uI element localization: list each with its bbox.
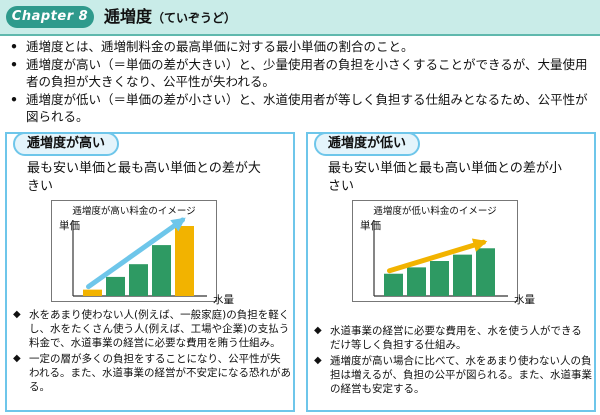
trend-arrow-line <box>387 239 486 274</box>
chart-title: 逓増度が高い料金のイメージ <box>72 206 196 217</box>
summary-bullets: • 逓増度とは、逓増制料金の最高単価に対する最小単価の割合のこと。 • 逓増度が高い… <box>6 38 594 126</box>
chart-bar <box>384 273 403 296</box>
trend-arrow-line <box>86 217 185 290</box>
note-item: ◆ 水道事業の経営に必要な費用を、水を使う人ができるだけ等しく負担する仕組み。 <box>314 325 582 351</box>
chart-bar <box>175 226 194 296</box>
chart-low <box>373 220 508 297</box>
note-item: ◆ 水をあまり使わない人(例えば、一般家庭)の負担を軽くし、水をたくさん使う人(例… <box>13 309 290 349</box>
summary-bullet: • 逓増度とは、逓増制料金の最高単価に対する最小単価の割合のこと。 <box>10 39 414 54</box>
bullet-marker: • <box>10 39 18 54</box>
chart-bar <box>407 267 426 296</box>
y-axis-label: 単価 <box>360 220 381 232</box>
diamond-bullet-icon: ◆ <box>314 325 322 336</box>
bullet-marker: • <box>10 92 18 107</box>
x-axis-label: 水量 <box>213 294 234 306</box>
summary-bullet: • 逓増度が高い（＝単価の差が大きい）と、少量使用者の負担を小さくすることができる… <box>10 57 588 89</box>
bullet-marker: • <box>10 57 18 72</box>
trend-arrow-head <box>471 238 488 252</box>
notes-high: ◆ 水をあまり使わない人(例えば、一般家庭)の負担を軽くし、水をたくさん使う人(例… <box>13 308 291 396</box>
panel-low: 逓増度が低い 最も安い単価と最も高い単価との差が小さい 逓増度が低い料金のイメー… <box>306 132 596 412</box>
chart-bar <box>129 264 148 296</box>
panel-subtitle: 最も安い単価と最も高い単価との差が大きい <box>27 161 261 194</box>
y-axis-label: 単価 <box>59 220 80 232</box>
page-title: 逓増度（ていぞうど） <box>104 6 236 29</box>
diamond-bullet-icon: ◆ <box>314 355 322 366</box>
chapter-header: Chapter 8 逓増度（ていぞうど） <box>0 0 600 36</box>
chapter-badge: Chapter 8 <box>6 6 94 28</box>
chart-bar <box>453 254 472 296</box>
trend-arrow-head <box>170 217 186 232</box>
chart-bar <box>430 261 449 296</box>
title-text: 逓増度 <box>104 7 153 26</box>
note-item: ◆ 一定の層が多くの負担をすることになり、公平性が失われる。また、水道事業の経営が… <box>13 353 291 393</box>
chart-high <box>72 217 207 297</box>
x-axis-label: 水量 <box>514 294 535 306</box>
diamond-bullet-icon: ◆ <box>13 353 21 364</box>
summary-bullet: • 逓増度が低い（＝単価の差が小さい）と、水道使用者が等しく負担する仕組みとなるた… <box>10 92 588 124</box>
diamond-bullet-icon: ◆ <box>13 309 21 320</box>
panel-tab-high: 逓増度が高い <box>13 132 120 156</box>
title-kana: （ていぞうど） <box>152 11 237 25</box>
chart-bar <box>83 289 102 296</box>
panel-tab-low: 逓増度が低い <box>314 132 421 156</box>
panel-subtitle: 最も安い単価と最も高い単価との差が小さい <box>328 161 562 194</box>
chart-bar <box>106 276 125 296</box>
chart-bar <box>476 248 495 296</box>
chart-bar <box>152 245 171 296</box>
chart-title: 逓増度が低い料金のイメージ <box>373 206 497 217</box>
panel-high: 逓増度が高い 最も安い単価と最も高い単価との差が大きい 逓増度が高い料金のイメー… <box>5 132 295 412</box>
notes-low: ◆ 水道事業の経営に必要な費用を、水を使う人ができるだけ等しく負担する仕組み。 ◆… <box>314 324 592 398</box>
note-item: ◆ 逓増度が高い場合に比べて、水をあまり使わない人の負担は増えるが、負担の公平が図… <box>314 355 592 395</box>
